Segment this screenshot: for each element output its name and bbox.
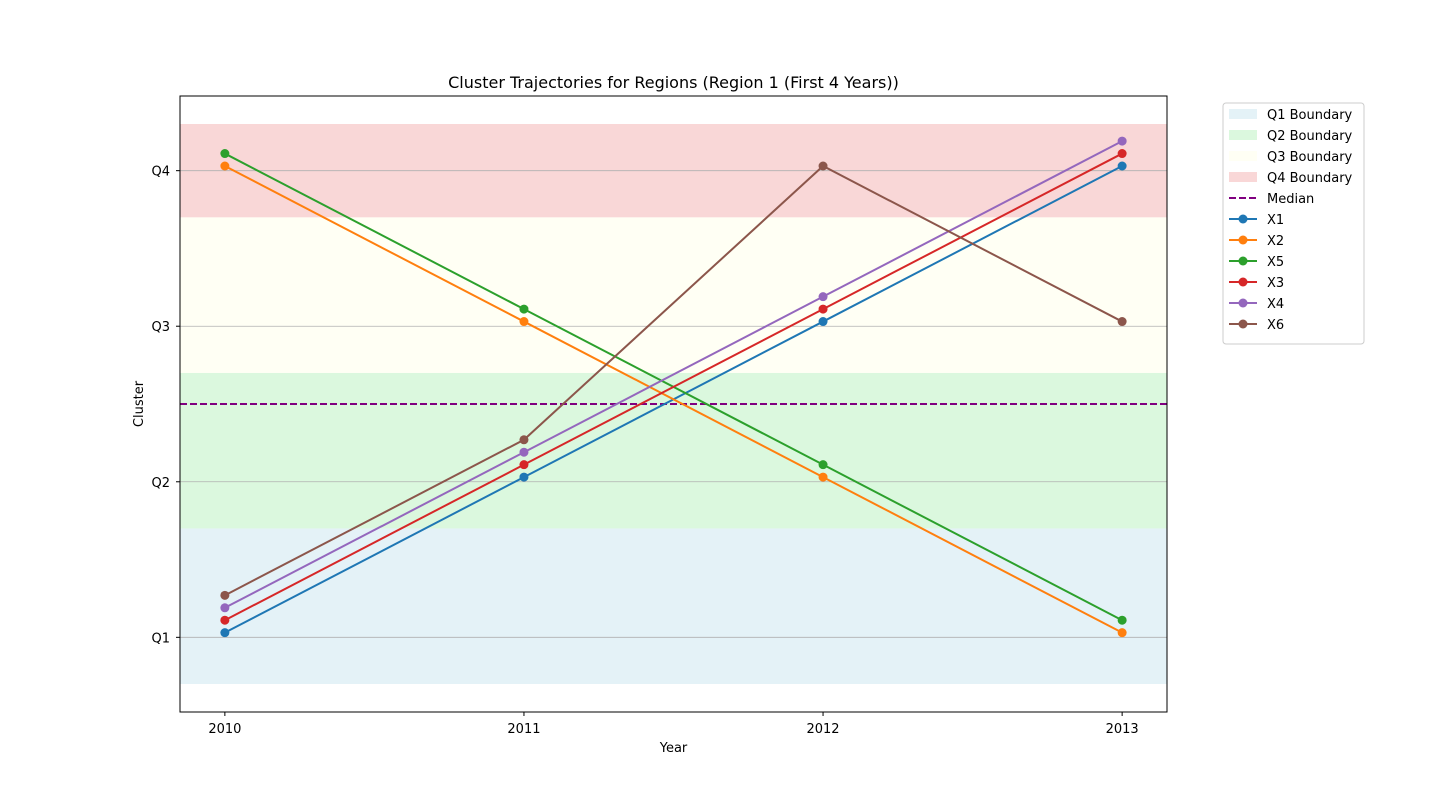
legend-label-q2-boundary: Q2 Boundary <box>1267 129 1353 144</box>
point-x4-2010 <box>220 603 230 613</box>
plot-frame <box>179 95 1168 713</box>
y-axis-label: Cluster <box>132 380 147 427</box>
y-tick-label-q2: Q2 <box>151 476 170 491</box>
legend-box <box>1222 102 1365 345</box>
point-x4-2011 <box>519 447 529 457</box>
point-x5-2011 <box>519 304 529 314</box>
legend-swatch-x4-marker <box>1238 298 1248 308</box>
point-x2-2012 <box>818 472 828 482</box>
x-tick-label-2011: 2011 <box>507 722 540 737</box>
series-group <box>220 136 1127 638</box>
grid-lines <box>180 170 1167 638</box>
legend-label-x1: X1 <box>1267 213 1284 228</box>
legend-swatch-x1-marker <box>1238 214 1248 224</box>
legend-swatch-q4-boundary <box>1229 172 1257 182</box>
point-x1-2011 <box>519 472 529 482</box>
x-tick-label-2012: 2012 <box>806 722 839 737</box>
legend-swatch-q1-boundary <box>1229 109 1257 119</box>
cluster-bands <box>180 124 1167 684</box>
legend-label-q4-boundary: Q4 Boundary <box>1267 171 1353 186</box>
point-x3-2011 <box>519 460 529 470</box>
point-x6-2013 <box>1117 317 1127 327</box>
legend-swatch-x5-marker <box>1238 256 1248 266</box>
legend-swatch-q2-boundary <box>1229 130 1257 140</box>
y-axis: Q1 Q2 Q3 Q4 <box>151 165 180 646</box>
point-x2-2010 <box>220 161 230 171</box>
point-x3-2013 <box>1117 149 1127 159</box>
legend-swatch-q3-boundary <box>1229 151 1257 161</box>
y-tick-label-q3: Q3 <box>151 320 170 335</box>
band-q2 <box>180 372 1167 529</box>
point-x6-2012 <box>818 161 828 171</box>
x-axis: 2010 2011 2012 2013 <box>208 712 1139 737</box>
legend-label-x4: X4 <box>1267 297 1284 312</box>
point-x2-2011 <box>519 317 529 327</box>
legend-swatch-x2-marker <box>1238 235 1248 245</box>
legend-label-x2: X2 <box>1267 234 1284 249</box>
legend-label-median: Median <box>1267 192 1314 207</box>
point-x5-2013 <box>1117 615 1127 625</box>
x-tick-label-2013: 2013 <box>1106 722 1139 737</box>
point-x4-2012 <box>818 292 828 302</box>
point-x1-2010 <box>220 628 230 638</box>
point-x2-2013 <box>1117 628 1127 638</box>
y-tick-label-q1: Q1 <box>151 631 170 646</box>
point-x6-2010 <box>220 590 230 600</box>
legend-label-x6: X6 <box>1267 318 1284 333</box>
series-x6-line <box>224 164 1123 597</box>
point-x1-2012 <box>818 317 828 327</box>
legend: Q1 Boundary Q2 Boundary Q3 Boundary Q4 Boun… <box>1222 102 1365 345</box>
series-x3-line <box>224 152 1123 622</box>
point-x5-2010 <box>220 149 230 159</box>
legend-label-q3-boundary: Q3 Boundary <box>1267 150 1353 165</box>
band-q3 <box>180 217 1167 373</box>
legend-label-x5: X5 <box>1267 255 1284 270</box>
x-tick-label-2010: 2010 <box>208 722 241 737</box>
legend-swatch-x6-marker <box>1238 319 1248 329</box>
band-q1 <box>180 528 1167 684</box>
legend-label-q1-boundary: Q1 Boundary <box>1267 108 1353 123</box>
point-x4-2013 <box>1117 136 1127 146</box>
legend-swatch-x3-marker <box>1238 277 1248 287</box>
x-axis-label: Year <box>659 741 688 756</box>
point-x3-2012 <box>818 304 828 314</box>
point-x5-2012 <box>818 460 828 470</box>
series-x4-line <box>224 140 1123 609</box>
legend-label-x3: X3 <box>1267 276 1284 291</box>
point-x1-2013 <box>1117 161 1127 171</box>
y-tick-label-q4: Q4 <box>151 165 170 180</box>
point-x6-2011 <box>519 435 529 445</box>
point-x3-2010 <box>220 615 230 625</box>
chart-title: Cluster Trajectories for Regions (Region… <box>448 73 899 92</box>
series-x2-line <box>224 165 1123 634</box>
